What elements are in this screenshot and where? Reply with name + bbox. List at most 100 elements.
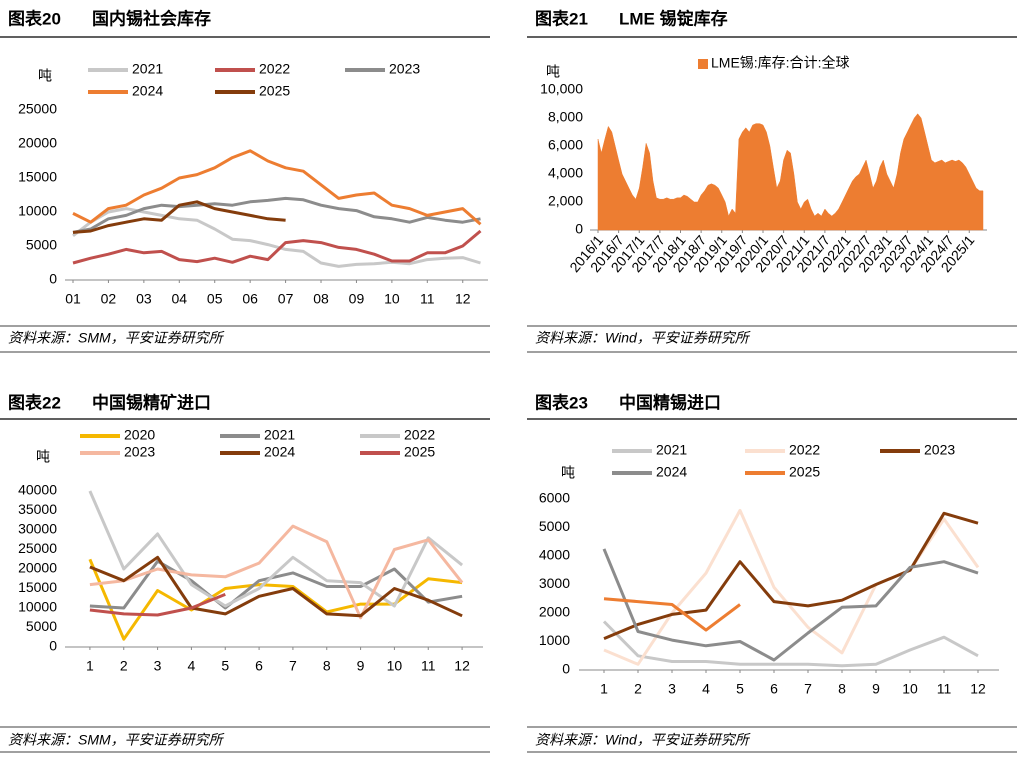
x-tick-label: 10 — [387, 658, 403, 674]
legend-label: 2024 — [264, 444, 295, 460]
y-tick-label: 5000 — [26, 237, 57, 253]
x-tick-label: 10 — [902, 681, 918, 697]
x-tick-label: 9 — [357, 658, 365, 674]
x-tick-label: 4 — [702, 681, 710, 697]
series-line — [72, 229, 482, 265]
x-tick-label: 3 — [154, 658, 162, 674]
x-tick-label: 2 — [634, 681, 642, 697]
y-axis-label: 吨 — [36, 449, 50, 465]
series-line — [603, 508, 980, 666]
y-tick-label: 25000 — [18, 101, 57, 117]
series-line — [603, 511, 979, 640]
legend-label: 2025 — [789, 464, 820, 480]
x-tick-label: 8 — [323, 658, 331, 674]
legend-label: 2024 — [656, 464, 687, 480]
y-tick-label: 0 — [49, 638, 57, 654]
panel-title: LME 锡锭库存 — [619, 8, 728, 28]
y-tick-label: 1000 — [539, 632, 570, 648]
x-tick-label: 5 — [221, 658, 229, 674]
x-tick-label: 08 — [313, 291, 329, 307]
legend-label: 2025 — [259, 83, 290, 99]
x-tick-label: 06 — [242, 291, 258, 307]
y-tick-label: 10000 — [18, 203, 57, 219]
x-tick-label: 03 — [136, 291, 152, 307]
series-line — [72, 149, 482, 226]
x-tick-label: 6 — [255, 658, 263, 674]
y-tick-label: 4,000 — [548, 165, 583, 181]
x-tick-label: 11 — [937, 681, 952, 697]
x-tick-label: 12 — [970, 681, 986, 697]
x-tick-label: 04 — [172, 291, 188, 307]
panel-title: 中国锡精矿进口 — [92, 392, 211, 412]
series-area — [597, 113, 984, 231]
x-tick-label: 10 — [384, 291, 400, 307]
series-line — [603, 597, 741, 632]
x-tick-label: 7 — [804, 681, 812, 697]
y-tick-label: 30000 — [18, 521, 57, 537]
y-tick-label: 15000 — [18, 579, 57, 595]
legend-label: 2022 — [259, 61, 290, 77]
source-note: 资料来源：SMM，平安证券研究所 — [8, 732, 225, 748]
x-tick-label: 12 — [455, 291, 471, 307]
y-tick-label: 2000 — [539, 604, 570, 620]
legend-label: 2022 — [789, 442, 820, 458]
x-tick-label: 5 — [736, 681, 744, 697]
x-tick-label: 7 — [289, 658, 297, 674]
y-tick-label: 10000 — [18, 599, 57, 615]
x-tick-label: 12 — [454, 658, 470, 674]
series-line — [602, 620, 979, 668]
series-line — [602, 548, 979, 662]
series-line — [88, 490, 464, 608]
y-tick-label: 20000 — [18, 135, 57, 151]
y-tick-label: 25000 — [18, 540, 57, 556]
legend-label: 2023 — [924, 442, 955, 458]
source-note: 资料来源：Wind，平安证券研究所 — [535, 732, 751, 748]
panel-title: 国内锡社会库存 — [92, 8, 211, 28]
legend-label: LME锡:库存:合计:全球 — [711, 55, 849, 71]
series-line — [72, 200, 286, 234]
y-tick-label: 6,000 — [548, 137, 583, 153]
legend-label: 2024 — [132, 83, 163, 99]
legend-label: 2025 — [404, 444, 435, 460]
panel-label: 图表20 — [8, 8, 61, 28]
x-tick-label: 9 — [872, 681, 880, 697]
x-tick-label: 1 — [600, 681, 608, 697]
y-tick-label: 0 — [49, 271, 57, 287]
source-note: 资料来源：SMM，平安证券研究所 — [8, 330, 225, 346]
y-tick-label: 2,000 — [548, 193, 583, 209]
panel-label: 图表23 — [535, 392, 588, 412]
x-tick-label: 05 — [207, 291, 223, 307]
x-tick-label: 6 — [770, 681, 778, 697]
panel-title: 中国精锡进口 — [619, 392, 721, 412]
y-tick-label: 3000 — [539, 575, 570, 591]
legend-label: 2022 — [404, 427, 435, 443]
series-line — [72, 207, 481, 268]
y-tick-label: 10,000 — [540, 81, 583, 97]
x-tick-label: 01 — [65, 291, 81, 307]
legend-swatch — [698, 59, 708, 69]
x-tick-label: 02 — [101, 291, 117, 307]
y-tick-label: 5000 — [26, 618, 57, 634]
series-line — [72, 196, 481, 234]
x-tick-label: 07 — [278, 291, 294, 307]
y-tick-label: 20000 — [18, 560, 57, 576]
y-tick-label: 4000 — [539, 547, 570, 563]
x-tick-label: 8 — [838, 681, 846, 697]
legend-label: 2023 — [389, 61, 420, 77]
series-line — [89, 524, 464, 620]
x-tick-label: 11 — [420, 291, 435, 307]
y-tick-label: 6000 — [539, 490, 570, 506]
y-axis-label: 吨 — [561, 465, 575, 481]
series-line — [89, 559, 463, 610]
series-line — [88, 558, 463, 641]
y-tick-label: 35000 — [18, 501, 57, 517]
source-note: 资料来源：Wind，平安证券研究所 — [535, 330, 751, 346]
y-tick-label: 5000 — [539, 518, 570, 534]
series-line — [89, 555, 463, 618]
series-line — [89, 593, 226, 617]
y-tick-label: 0 — [575, 221, 583, 237]
y-axis-label: 吨 — [38, 68, 52, 84]
y-axis-label: 吨 — [546, 64, 560, 80]
y-tick-label: 15000 — [18, 169, 57, 185]
x-tick-label: 2 — [120, 658, 128, 674]
